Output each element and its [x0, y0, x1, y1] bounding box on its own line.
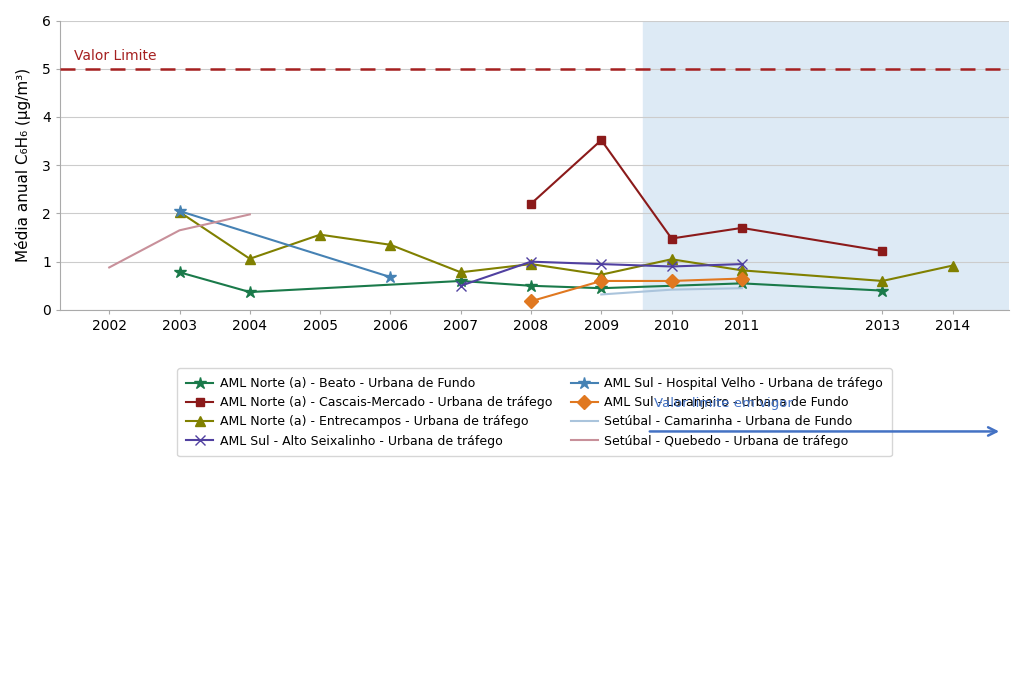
Text: Valor Limite: Valor Limite: [74, 49, 157, 63]
Legend: AML Norte (a) - Beato - Urbana de Fundo, AML Norte (a) - Cascais-Mercado - Urban: AML Norte (a) - Beato - Urbana de Fundo,…: [177, 368, 892, 457]
Y-axis label: Média anual C₆H₆ (µg/m³): Média anual C₆H₆ (µg/m³): [15, 68, 31, 262]
Bar: [643, 21, 1009, 310]
Text: Valor limite em vigor: Valor limite em vigor: [654, 397, 793, 410]
